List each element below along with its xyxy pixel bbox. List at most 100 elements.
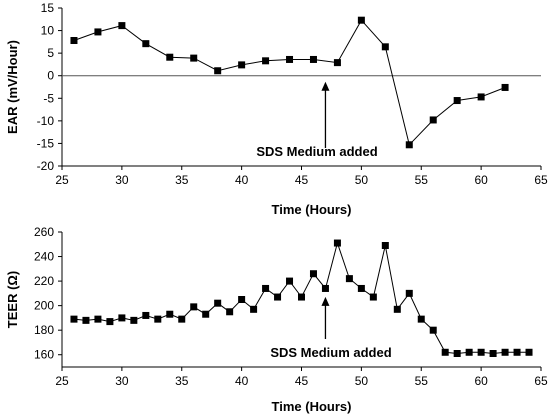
chart1-data-point <box>477 93 485 101</box>
chart2-data-point <box>82 316 90 324</box>
chart1-x-tick-label: 60 <box>474 173 488 187</box>
chart2-y-tick-label: 200 <box>34 299 54 313</box>
chart1-y-tick-label: -10 <box>37 114 55 128</box>
chart1-x-tick-label: 25 <box>55 173 69 187</box>
chart1-data-point <box>381 43 389 51</box>
chart2-data-point <box>381 242 389 249</box>
chart2-data-point <box>417 315 425 323</box>
chart2-data-point <box>190 303 198 311</box>
chart1-data-point <box>262 57 270 65</box>
chart1-x-tick-label: 45 <box>295 173 309 187</box>
chart2-data-point <box>262 284 270 292</box>
chart2-data-point <box>429 326 437 334</box>
chart2-data-point <box>274 293 282 301</box>
chart2-data-point <box>369 293 377 301</box>
chart1-y-tick-label: 0 <box>47 69 54 83</box>
chart1-y-tick-label: 15 <box>41 1 55 15</box>
chart2-data-point <box>250 305 258 313</box>
chart1-x-tick-label: 55 <box>415 173 429 187</box>
chart2-x-tick-label: 40 <box>235 374 249 388</box>
chart2-data-point <box>477 348 485 356</box>
chart2-data-point <box>142 311 150 319</box>
chart1-annotation-arrowhead <box>321 81 330 91</box>
chart1-y-tick-label: -20 <box>37 159 55 173</box>
chart2-data-point <box>525 348 533 356</box>
chart1-y-tick-label: 5 <box>47 46 54 60</box>
chart2-annotation-label: SDS Medium added <box>270 345 391 360</box>
chart2-x-tick-label: 50 <box>355 374 369 388</box>
chart1-data-point <box>501 83 509 91</box>
chart2-data-point <box>214 299 222 307</box>
chart2-data-point <box>178 315 186 323</box>
chart2-x-tick-label: 35 <box>175 374 189 388</box>
chart1-data-point <box>142 40 150 48</box>
chart2-data-point <box>453 350 461 357</box>
chart1-data-point <box>309 55 317 63</box>
chart1-data-point <box>357 16 365 24</box>
chart2-x-tick-label: 55 <box>415 374 429 388</box>
chart2-data-point <box>106 318 114 326</box>
chart2-data-point <box>321 284 329 292</box>
chart2-data-point <box>70 315 78 323</box>
chart2-x-tick-label: 25 <box>55 374 69 388</box>
chart2-data-point <box>393 305 401 313</box>
chart2-data-point <box>118 314 126 322</box>
chart1-data-point <box>405 141 413 149</box>
chart1-x-tick-label: 50 <box>355 173 369 187</box>
chart1-y-tick-label: -15 <box>37 136 55 150</box>
chart2-data-point <box>130 316 138 324</box>
chart2-annotation-arrowhead <box>321 296 330 306</box>
chart2-data-point <box>166 310 174 318</box>
chart1-data-point <box>238 61 246 69</box>
chart1-data-point <box>166 53 174 61</box>
chart2-data-point <box>345 275 353 283</box>
chart1-y-tick-label: -5 <box>43 91 54 105</box>
chart2-data-point <box>357 284 365 292</box>
chart2-x-tick-label: 30 <box>115 374 129 388</box>
chart1: 25 30 35 40 45 50 55 60 65151050-5-10-15-20Time … <box>5 1 548 217</box>
chart2-data-point <box>501 348 509 356</box>
chart2-x-tick-label: 65 <box>534 374 548 388</box>
chart2-x-tick-label: 45 <box>295 374 309 388</box>
chart1-data-point <box>118 22 126 30</box>
chart2-data-point <box>94 315 102 323</box>
chart1-data-point <box>453 97 461 105</box>
chart1-x-tick-label: 65 <box>534 173 548 187</box>
chart1-data-point <box>286 55 294 63</box>
chart1-annotation-label: SDS Medium added <box>256 144 377 159</box>
chart1-y-axis-title: EAR (mV/Hour) <box>5 40 20 134</box>
chart1-x-axis-title: Time (Hours) <box>272 202 352 217</box>
chart2-data-point <box>286 277 294 285</box>
chart2: 25 30 35 40 45 50 55 60 65 260 240 220 200 180 160 Time… <box>5 225 548 414</box>
chart2-data-point <box>465 348 473 356</box>
chart1-x-tick-label: 30 <box>115 173 129 187</box>
chart1-data-point <box>214 67 222 75</box>
chart2-data-point <box>154 315 162 323</box>
chart2-y-tick-label: 260 <box>34 225 54 239</box>
chart2-data-point <box>309 270 317 278</box>
chart1-data-point <box>70 37 78 45</box>
chart2-y-tick-label: 180 <box>34 323 54 337</box>
chart1-data-point <box>190 54 198 62</box>
chart2-data-point <box>298 293 305 301</box>
chart2-y-tick-label: 240 <box>34 250 54 264</box>
chart2-data-point <box>226 308 234 316</box>
chart1-series-line <box>73 19 506 146</box>
chart2-y-axis-title: TEER (Ω) <box>5 271 20 328</box>
chart2-data-point <box>333 239 341 247</box>
chart2-data-point <box>405 289 413 297</box>
chart2-y-tick-label: 160 <box>34 348 54 362</box>
chart2-data-point <box>238 296 246 303</box>
chart1-data-point <box>429 116 437 124</box>
chart1-data-point <box>94 28 102 36</box>
chart2-data-point <box>489 350 497 357</box>
chart2-data-point <box>202 310 210 318</box>
chart2-y-tick-label: 220 <box>34 274 54 288</box>
chart1-y-tick-label: 10 <box>41 24 55 38</box>
chart2-x-tick-label: 60 <box>474 374 488 388</box>
chart1-x-tick-label: 35 <box>175 173 189 187</box>
chart2-x-axis-title: Time (Hours) <box>272 399 352 414</box>
chart1-data-point <box>333 59 341 67</box>
chart1-x-tick-label: 40 <box>235 173 249 187</box>
